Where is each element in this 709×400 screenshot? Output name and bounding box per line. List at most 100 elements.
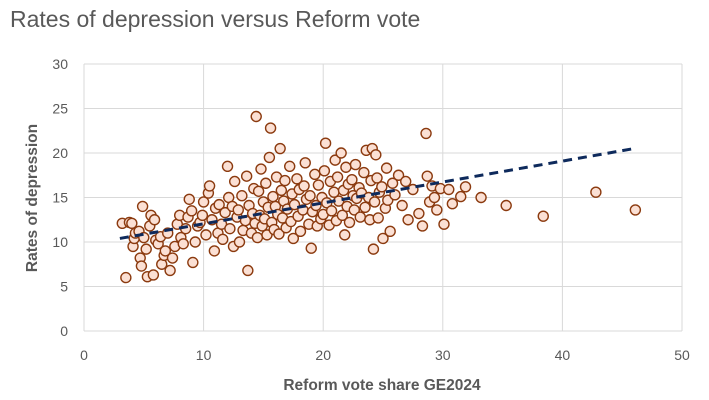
y-tick-label: 5 — [60, 279, 68, 295]
data-point — [475, 191, 487, 204]
data-point — [299, 157, 311, 169]
y-tick-label: 20 — [52, 145, 68, 161]
data-point — [380, 162, 393, 174]
data-point — [224, 222, 236, 235]
data-point — [371, 172, 383, 184]
data-point — [428, 191, 441, 204]
data-point — [203, 180, 216, 192]
data-point — [400, 175, 412, 188]
data-point — [329, 154, 341, 166]
data-point — [590, 186, 602, 198]
data-point — [147, 269, 160, 281]
data-point — [279, 174, 291, 187]
data-point — [166, 252, 179, 264]
data-point — [312, 179, 325, 191]
data-point — [263, 151, 276, 164]
data-point — [294, 225, 307, 238]
data-point — [386, 177, 399, 189]
data-point — [208, 245, 221, 257]
data-point — [318, 165, 331, 177]
data-point — [376, 181, 388, 193]
data-point — [392, 169, 405, 181]
data-point — [358, 166, 370, 179]
data-point — [185, 205, 198, 217]
y-axis-title: Rates of depression — [24, 124, 41, 272]
data-point — [537, 210, 549, 222]
data-point — [200, 229, 212, 241]
trendline — [119, 147, 635, 240]
data-point — [402, 214, 414, 226]
data-point — [413, 207, 425, 220]
data-point — [250, 110, 262, 123]
data-point — [164, 264, 176, 277]
data-point — [213, 198, 225, 211]
data-point — [319, 137, 332, 149]
data-point — [331, 171, 344, 183]
x-tick-label: 50 — [674, 347, 690, 363]
data-point — [274, 142, 286, 155]
data-point — [343, 216, 356, 229]
data-point — [242, 264, 254, 277]
data-point — [298, 180, 310, 192]
data-point — [273, 228, 285, 240]
data-point — [368, 196, 381, 208]
data-point — [189, 236, 201, 248]
data-point — [236, 190, 248, 202]
data-point — [459, 181, 472, 193]
data-point — [120, 271, 132, 284]
x-tick-label: 10 — [196, 347, 212, 363]
data-point — [431, 204, 443, 216]
x-tick-labels: 0 10 20 30 40 50 — [80, 347, 690, 363]
data-point — [135, 260, 148, 272]
data-point — [629, 204, 642, 216]
data-point — [291, 173, 303, 185]
y-tick-label: 30 — [52, 56, 68, 72]
data-point — [196, 209, 209, 222]
x-tick-label: 20 — [315, 347, 331, 363]
y-tick-labels: 0 5 10 15 20 25 30 — [52, 56, 68, 339]
data-point — [367, 243, 380, 255]
data-point — [309, 168, 321, 181]
data-point — [354, 211, 366, 223]
data-point — [325, 205, 338, 217]
data-point — [389, 189, 401, 201]
data-point — [232, 204, 244, 216]
data-point — [126, 217, 138, 230]
data-point — [159, 245, 172, 257]
data-point — [420, 127, 432, 140]
data-point — [140, 243, 152, 255]
data-point — [421, 170, 433, 182]
y-tick-label: 15 — [52, 190, 68, 206]
data-point — [221, 160, 234, 173]
x-tick-label: 30 — [435, 347, 451, 363]
data-point — [372, 212, 384, 224]
x-tick-label: 0 — [80, 347, 88, 363]
data-point — [370, 149, 382, 161]
x-axis-title: Reform vote share GE2024 — [283, 377, 481, 394]
data-point — [416, 220, 429, 232]
data-point — [304, 190, 316, 202]
data-point — [187, 256, 199, 269]
data-point — [359, 201, 371, 213]
data-point — [500, 199, 512, 212]
data-point — [287, 232, 299, 245]
data-point — [275, 184, 288, 197]
data-point — [377, 232, 389, 245]
data-point — [288, 198, 301, 211]
data-point — [183, 193, 195, 205]
data-point — [148, 214, 161, 226]
y-tick-label: 25 — [52, 101, 68, 117]
data-point — [255, 163, 267, 175]
data-point — [438, 218, 450, 230]
data-point — [346, 173, 358, 186]
data-point — [305, 242, 317, 254]
data-point — [396, 199, 408, 212]
data-point — [455, 190, 467, 203]
data-point — [284, 160, 296, 173]
data-points — [116, 110, 642, 284]
data-point — [228, 175, 241, 188]
data-point — [384, 225, 396, 238]
data-point — [233, 236, 246, 248]
data-point — [197, 196, 210, 208]
